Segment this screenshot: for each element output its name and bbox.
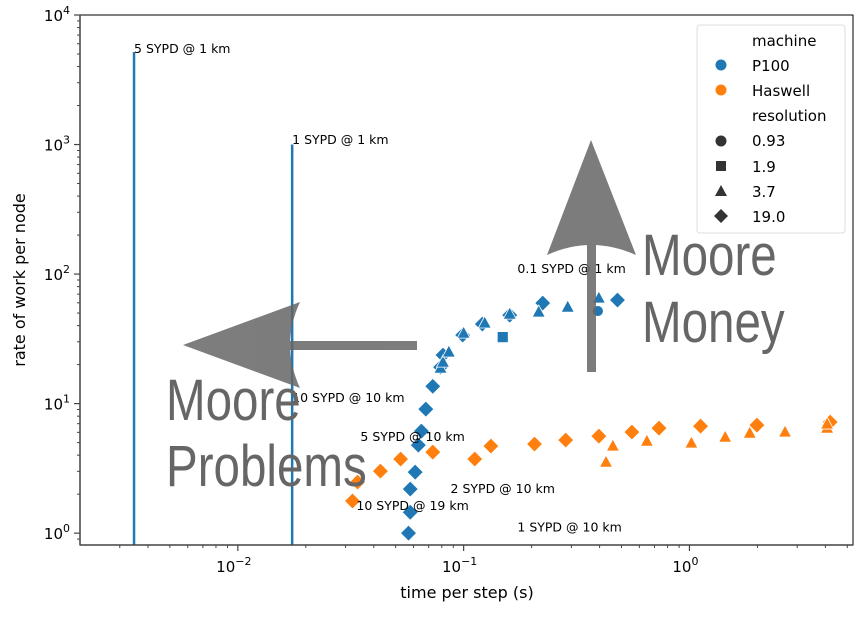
point-haswell-triangle	[639, 433, 655, 447]
point-haswell-diamond	[424, 443, 442, 461]
annotation-label: 0.1 SYPD @ 1 km	[517, 261, 625, 276]
legend-res-19.0: 19.0	[752, 208, 785, 226]
point-haswell-diamond	[692, 417, 710, 435]
legend-diamond-marker	[714, 209, 728, 223]
point-p100-triangle	[502, 306, 517, 320]
point-haswell-triangle	[605, 438, 621, 452]
x-tick-exp: 0	[691, 555, 698, 568]
x-tick-base: 10	[672, 558, 691, 576]
x-tick-exp: −1	[461, 555, 477, 568]
annotation-label: 10 SYPD @ 19 km	[356, 498, 468, 513]
legend: machine P100 Haswell resolution 0.93 1.9…	[696, 24, 846, 234]
point-haswell-diamond	[623, 423, 641, 441]
annotations-layer: 5 SYPD @ 1 km 1 SYPD @ 1 km 0.1 SYPD @ 1 k…	[134, 41, 626, 534]
y-tick-exp: 2	[63, 263, 70, 276]
point-p100-diamond	[406, 463, 424, 481]
y-tick-base: 10	[44, 266, 63, 284]
point-p100-triangle	[456, 325, 471, 339]
annotation-label: 1 SYPD @ 10 km	[517, 519, 621, 534]
y-tick-base: 10	[44, 137, 63, 155]
legend-haswell-label: Haswell	[752, 82, 810, 100]
point-p100-diamond	[401, 480, 419, 498]
legend-haswell-marker	[715, 84, 727, 96]
y-tick-exp: 3	[63, 134, 70, 147]
y-tick-exp: 0	[63, 522, 70, 535]
y-tick-base: 10	[44, 396, 63, 414]
x-tick-base: 10	[216, 558, 235, 576]
x-tick-label: 10−2	[216, 555, 251, 576]
y-tick-label: 101	[44, 393, 70, 414]
point-haswell-triangle	[777, 424, 793, 438]
point-p100-diamond	[417, 400, 435, 418]
point-haswell-diamond	[392, 450, 410, 468]
point-p100-diamond	[608, 291, 627, 309]
x-tick-exp: −2	[235, 555, 251, 568]
point-haswell-triangle	[684, 435, 699, 449]
point-haswell-diamond	[466, 450, 484, 468]
y-tick-label: 102	[44, 263, 70, 284]
point-p100-triangle	[560, 299, 575, 313]
y-axis-label: rate of work per node	[10, 193, 29, 367]
y-tick-label: 103	[44, 134, 70, 155]
point-haswell-diamond	[343, 492, 362, 510]
legend-res-1.9: 1.9	[752, 158, 776, 176]
y-tick-exp: 4	[63, 4, 70, 17]
point-p100-diamond	[424, 377, 442, 395]
x-tick-label: 100	[672, 555, 698, 576]
y-tick-label: 100	[44, 522, 70, 543]
point-p100-diamond	[412, 422, 430, 440]
moore-problems-line2: Problems	[166, 435, 367, 500]
point-haswell-triangle	[819, 416, 835, 430]
point-p100-triangle	[531, 304, 546, 318]
legend-res-3.7: 3.7	[752, 183, 776, 201]
point-haswell-triangle	[742, 425, 757, 439]
point-p100-triangle	[477, 315, 492, 329]
point-haswell-diamond	[650, 419, 668, 437]
point-haswell-diamond	[557, 431, 575, 449]
annotation-label: 5 SYPD @ 1 km	[134, 41, 230, 56]
moore-problems-line1: Moore	[166, 369, 301, 434]
point-haswell-diamond	[748, 416, 766, 434]
x-axis-label: time per step (s)	[400, 583, 533, 602]
legend-circle-marker	[715, 135, 727, 147]
y-tick-base: 10	[44, 7, 63, 25]
point-haswell-diamond	[482, 437, 500, 455]
point-haswell-triangle	[598, 454, 614, 468]
legend-triangle-marker	[715, 185, 727, 196]
annotation-label: 5 SYPD @ 10 km	[360, 429, 464, 444]
marks-layer	[343, 290, 839, 542]
annotation-label: 1 SYPD @ 1 km	[292, 132, 388, 147]
moore-money-line2: Money	[642, 291, 785, 356]
point-haswell-diamond	[525, 435, 544, 453]
left-arrow-icon	[183, 302, 417, 388]
point-p100-diamond	[409, 436, 427, 454]
annotation-label: 10 SYPD @ 10 km	[292, 390, 404, 405]
legend-res-0.93: 0.93	[752, 132, 785, 150]
y-tick-label: 104	[44, 4, 70, 25]
point-p100-diamond	[399, 524, 418, 542]
point-haswell-triangle	[718, 429, 733, 443]
point-p100-triangle	[441, 344, 457, 358]
point-p100-square	[496, 331, 509, 344]
legend-style-title: resolution	[752, 107, 826, 125]
moore-money-line1: Moore	[642, 224, 777, 289]
legend-p100-marker	[715, 59, 727, 71]
legend-hue-title: machine	[752, 32, 816, 50]
x-tick-base: 10	[442, 558, 461, 576]
x-tick-label: 10−1	[442, 555, 477, 576]
point-haswell-diamond	[348, 473, 367, 491]
point-p100-triangle	[435, 354, 451, 368]
up-arrow-icon	[547, 140, 636, 372]
point-haswell-diamond	[371, 462, 389, 480]
y-tick-exp: 1	[63, 393, 70, 406]
point-p100-diamond	[401, 503, 419, 521]
point-haswell-diamond	[590, 427, 608, 445]
legend-square-marker	[716, 161, 726, 171]
annotation-label: 2 SYPD @ 10 km	[451, 481, 555, 496]
y-tick-base: 10	[44, 525, 63, 543]
legend-p100-label: P100	[752, 57, 790, 75]
